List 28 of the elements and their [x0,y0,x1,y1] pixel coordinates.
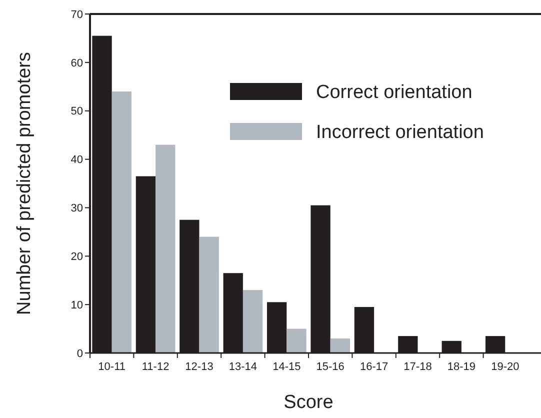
x-tick-label: 13-14 [228,361,258,373]
x-axis-title: Score [284,392,334,413]
bar [286,328,306,353]
x-tick-label: 17-18 [404,361,432,373]
y-tick-label: 0 [76,348,83,360]
y-axis-title: Number of predicted promoters [14,52,35,315]
legend-label: Incorrect orientation [316,122,484,144]
y-tick-label: 70 [70,8,83,21]
x-tick-label: 12-13 [185,361,214,373]
legend-label: Correct orientation [316,82,472,104]
y-tick-label: 50 [70,106,83,118]
x-tick-label: 15-16 [316,361,344,373]
x-tick-label: 18-19 [447,361,476,373]
x-tick-label: 11-12 [142,361,170,373]
y-tick-label: 10 [70,299,83,312]
y-tick-label: 60 [70,57,83,70]
bar [330,338,350,353]
y-tick-label: 20 [70,250,83,263]
y-tick-label: 30 [70,202,83,215]
bar [156,144,176,353]
x-tick-label: 16-17 [360,361,388,373]
x-tick-label: 19-20 [491,361,520,373]
x-tick-label: 10-11 [98,361,126,373]
bar [112,91,132,353]
x-tick-label: 14-15 [272,361,301,373]
bar [199,236,219,353]
y-tick-label: 40 [70,154,83,166]
bar [242,290,263,353]
